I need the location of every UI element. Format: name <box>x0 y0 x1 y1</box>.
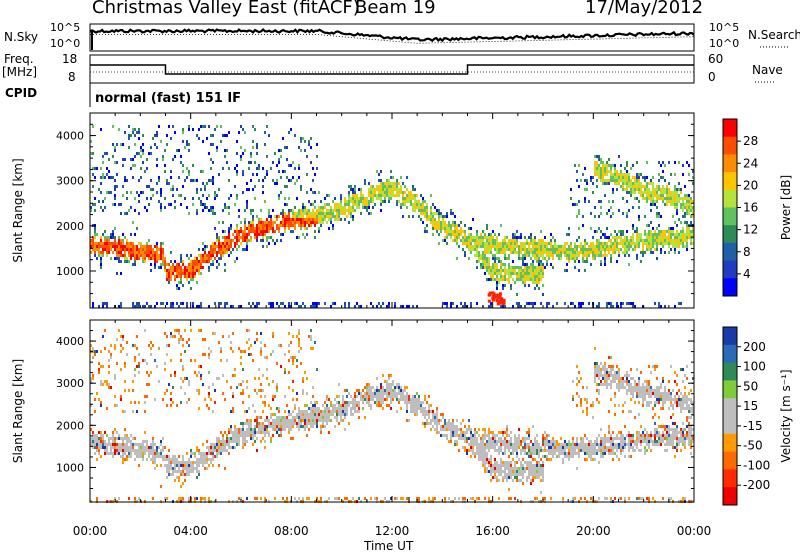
x-tick-label: 12:00 <box>375 524 410 538</box>
power-swatch <box>723 225 737 244</box>
velocity-y-tick-label: 1000 <box>56 461 84 474</box>
velocity-frame <box>722 326 738 506</box>
power-colorbar-title: Power [dB] <box>779 175 793 240</box>
nsky-tick-top: 10^5 <box>50 21 81 34</box>
freq-label: Freq. <box>4 52 34 66</box>
nave-label: Nave <box>752 63 783 77</box>
power-heatmap <box>90 113 694 308</box>
nave-tick-bottom: 0 <box>708 70 716 84</box>
velocity-y-tick-label: 2000 <box>56 419 84 432</box>
velocity-swatch <box>723 398 737 417</box>
beam-label: Beam 19 <box>355 0 436 18</box>
x-tick-label: 08:00 <box>274 524 309 538</box>
velocity-swatch <box>723 416 737 435</box>
velocity-swatch <box>723 487 737 506</box>
power-colorbar-tick: 4 <box>743 267 751 281</box>
power-swatch <box>723 136 737 155</box>
velocity-heatmap <box>90 320 694 503</box>
power-colorbar-tick: 28 <box>743 134 758 148</box>
velocity-swatch <box>723 380 737 399</box>
nsky-line <box>89 28 695 43</box>
velocity-colorbar-tick: -100 <box>743 458 770 472</box>
power-colorbar-tick: 16 <box>743 201 758 215</box>
power-swatch <box>723 260 737 279</box>
x-tick-label: 16:00 <box>475 524 510 538</box>
power-y-axis-title: Slant Range [km] <box>11 158 25 262</box>
x-tick-label: 04:00 <box>173 524 208 538</box>
power-swatch <box>723 242 737 262</box>
velocity-colorbar-tick: 50 <box>743 379 758 393</box>
power-swatch <box>723 154 737 173</box>
nsky-label: N.Sky <box>4 30 39 44</box>
freq-unit-label: [MHz] <box>2 65 38 79</box>
power-swatch <box>723 172 737 191</box>
velocity-colorbar-tick: -50 <box>743 439 763 453</box>
velocity-swatch <box>723 433 737 453</box>
nsearch-tick-top: 10^5 <box>709 21 740 34</box>
cpid-text: normal (fast) 151 IF <box>95 91 242 106</box>
velocity-colorbar-tick: 100 <box>743 360 766 374</box>
nsky-panel <box>89 23 695 52</box>
plot-title: Christmas Valley East (fitACF) <box>92 0 360 18</box>
freq-tick-top: 18 <box>62 52 78 66</box>
x-axis-title: Time UT <box>364 539 414 553</box>
power-swatch <box>723 278 737 297</box>
velocity-swatch <box>723 362 737 381</box>
velocity-swatch <box>723 344 737 364</box>
nsearch-label: N.Search <box>748 28 800 42</box>
nsearch-tick-bottom: 10^0 <box>709 37 740 50</box>
velocity-colorbar-tick: 15 <box>743 399 758 413</box>
velocity-swatch <box>723 469 737 488</box>
velocity-y-tick-label: 3000 <box>56 377 84 390</box>
velocity-swatch <box>723 451 737 470</box>
power-swatch <box>723 207 737 226</box>
power-y-tick-label: 1000 <box>56 265 84 278</box>
x-tick-label: 00:00 <box>677 524 712 538</box>
nsky-tick-bottom: 10^0 <box>50 37 81 50</box>
frequency-line <box>90 64 694 75</box>
velocity-colorbar-tick: 200 <box>743 340 766 354</box>
freq-panel <box>89 54 695 84</box>
power-swatch <box>723 189 737 208</box>
power-colorbar-tick: 20 <box>743 178 758 192</box>
velocity-colorbar-tick: -200 <box>743 478 770 492</box>
velocity-swatch <box>723 327 737 346</box>
power-y-tick-label: 3000 <box>56 175 84 188</box>
x-tick-label: 00:00 <box>73 524 108 538</box>
nave-tick-top: 60 <box>708 52 724 66</box>
date-label: 17/May/2012 <box>585 0 704 18</box>
velocity-y-axis-title: Slant Range [km] <box>11 359 25 463</box>
power-colorbar-tick: 8 <box>743 245 751 259</box>
x-tick-label: 20:00 <box>576 524 611 538</box>
power-colorbar-tick: 12 <box>743 223 758 237</box>
power-swatch <box>723 119 737 138</box>
velocity-colorbar-title: Velocity [m s⁻¹] <box>779 369 793 462</box>
power-y-tick-label: 2000 <box>56 220 84 233</box>
freq-tick-bottom: 8 <box>68 70 76 84</box>
power-y-tick-label: 4000 <box>56 130 84 143</box>
velocity-y-tick-label: 4000 <box>56 335 84 348</box>
cpid-label: CPID <box>5 86 38 100</box>
velocity-colorbar-tick: -15 <box>743 419 763 433</box>
power-colorbar-tick: 24 <box>743 156 758 170</box>
